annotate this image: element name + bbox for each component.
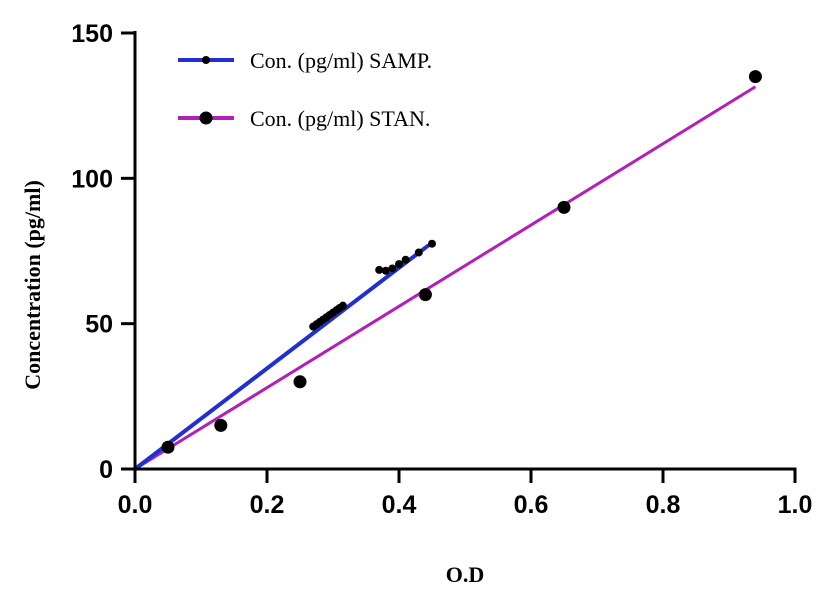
data-point-samp: [388, 264, 397, 273]
data-point-stan: [214, 418, 228, 432]
legend-swatch-stan-marker: [199, 111, 213, 125]
y-axis-title: Concentration (pg/ml): [20, 180, 45, 390]
data-point-samp: [428, 239, 436, 248]
data-point-stan: [418, 288, 432, 302]
x-axis-title: O.D: [446, 562, 485, 587]
data-point-stan: [557, 200, 571, 214]
y-tick-label: 50: [85, 311, 113, 339]
data-point-samp: [414, 248, 423, 257]
y-tick-label: 0: [99, 456, 113, 484]
fit-line-samp: [133, 243, 430, 471]
x-axis-ticks: 0.0 0.2 0.4 0.6 0.8 1.0: [118, 469, 813, 519]
legend-label-samp: Con. (pg/ml) SAMP.: [250, 48, 432, 73]
x-tick-label: 0.8: [646, 491, 681, 519]
data-point-stan: [161, 440, 175, 454]
x-tick-label: 1.0: [778, 491, 813, 519]
data-point-stan: [293, 375, 307, 389]
data-point-samp: [381, 266, 390, 275]
legend-label-stan: Con. (pg/ml) STAN.: [250, 106, 430, 131]
data-point-samp: [401, 255, 410, 264]
y-tick-label: 150: [71, 20, 113, 48]
fit-line-stan: [134, 85, 757, 471]
data-point-stan: [748, 70, 762, 84]
legend-swatch-samp-marker: [202, 56, 210, 64]
y-tick-label: 100: [71, 165, 113, 193]
fit-lines: [133, 85, 757, 471]
x-tick-label: 0.0: [118, 491, 153, 519]
x-tick-label: 0.4: [382, 491, 417, 519]
x-tick-label: 0.2: [250, 491, 285, 519]
data-point-samp: [338, 301, 347, 310]
data-point-samp: [375, 265, 384, 274]
y-axis-ticks: 0 50 100 150: [71, 20, 135, 484]
x-tick-label: 0.6: [514, 491, 549, 519]
data-point-samp: [395, 260, 403, 269]
data-points: [161, 70, 762, 454]
legend: Con. (pg/ml) SAMP. Con. (pg/ml) STAN.: [178, 48, 432, 131]
